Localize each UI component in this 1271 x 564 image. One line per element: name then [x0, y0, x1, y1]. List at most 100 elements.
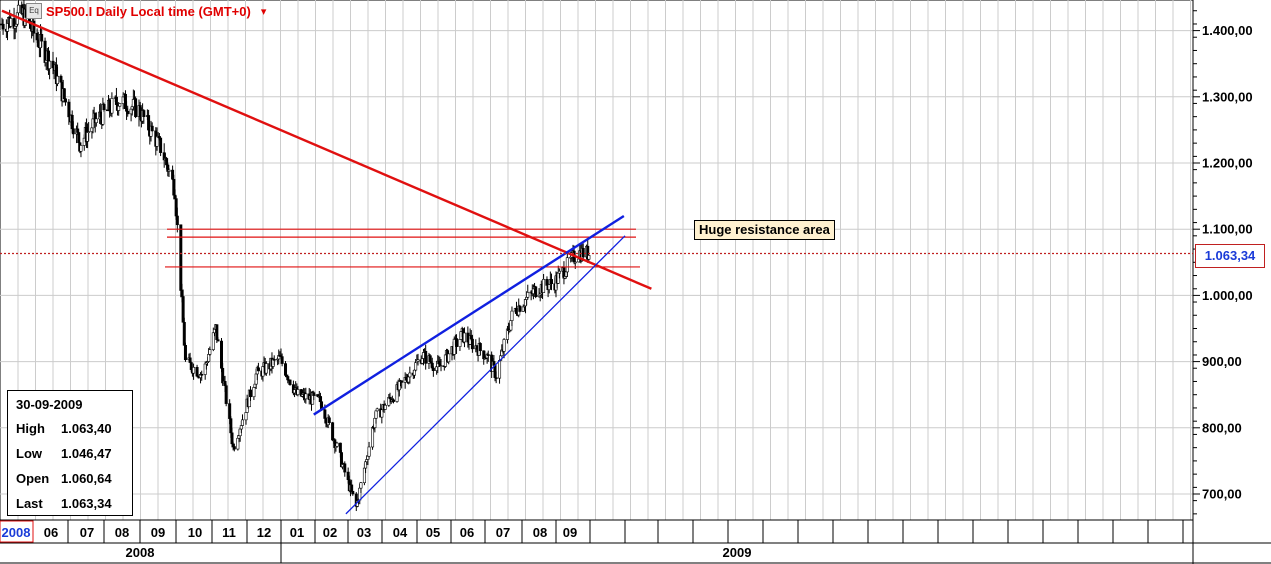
candle	[494, 371, 498, 384]
candle-body	[126, 110, 130, 115]
x-first-cell	[0, 520, 34, 543]
candle-body	[296, 389, 300, 395]
y-axis: 700,00 800,00 900,00 1.000,00 1.100,00 1.200,…	[1192, 0, 1253, 564]
y-tick-label: 1.400,00	[1202, 23, 1253, 38]
candle-body	[40, 34, 44, 42]
candle-body	[350, 484, 354, 492]
y-tick-label: 1.200,00	[1202, 156, 1253, 171]
candle-body	[455, 338, 459, 347]
plot-area	[0, 0, 1194, 521]
candle-body	[573, 261, 577, 264]
candle	[63, 98, 67, 106]
candle-body	[439, 365, 443, 367]
candle	[526, 284, 530, 300]
y-tick-label: 800,00	[1202, 420, 1242, 435]
candle-body	[447, 353, 451, 363]
candle-body	[331, 422, 335, 441]
candle-body	[249, 389, 253, 398]
x-month-label: 09	[563, 525, 577, 540]
candle-body	[241, 419, 245, 426]
candle	[94, 112, 98, 127]
chart-header: Eq SP500.I Daily Local time (GMT+0) ▾	[26, 3, 266, 19]
candle	[439, 359, 443, 372]
candle-body	[367, 446, 371, 457]
candle-body	[134, 98, 138, 118]
candle	[79, 145, 83, 158]
candle	[587, 255, 591, 261]
candle-body	[391, 399, 395, 402]
x-month-label: 12	[257, 525, 271, 540]
candle-body	[94, 118, 98, 124]
candle	[400, 380, 404, 389]
trendline-long-term-resistance	[1, 9, 652, 290]
candle	[581, 243, 585, 260]
candle	[126, 105, 130, 117]
candle-body	[182, 321, 186, 346]
candle	[542, 273, 546, 293]
candle-body	[494, 377, 498, 379]
candle-body	[56, 75, 60, 85]
x-month-label: 01	[290, 525, 304, 540]
x-month-label: 06	[44, 525, 58, 540]
candle	[288, 379, 292, 386]
candle	[304, 387, 308, 404]
x-year-label: 2008	[126, 545, 155, 560]
candle	[367, 441, 371, 459]
candle-body	[175, 215, 179, 226]
info-label-open: Open	[16, 471, 50, 486]
candle	[32, 16, 36, 43]
chart-title[interactable]: SP500.I Daily Local time (GMT+0)	[46, 3, 251, 19]
candle	[431, 366, 435, 377]
candle	[142, 109, 146, 124]
candle-body	[48, 60, 52, 69]
candle	[264, 361, 268, 376]
candle	[534, 285, 538, 299]
trendline-rising-channel-top	[313, 214, 625, 416]
info-date: 30-09-2009	[16, 397, 83, 412]
info-label-low: Low	[16, 446, 42, 461]
candle-body	[159, 137, 163, 153]
candle	[87, 122, 91, 142]
candle-body	[498, 360, 502, 379]
candle	[48, 60, 52, 80]
candle	[56, 67, 60, 87]
eq-chart-icon[interactable]: Eq	[26, 3, 42, 19]
candle-body	[195, 367, 199, 377]
info-value-high: 1.063,40	[61, 421, 112, 436]
candle-body	[280, 356, 284, 364]
candle-body	[335, 442, 339, 447]
candle-body	[312, 392, 316, 396]
candle-body	[62, 88, 66, 100]
candle-body	[142, 110, 146, 117]
grid	[0, 0, 1193, 520]
candle-body	[32, 20, 36, 34]
candle-body	[518, 305, 522, 312]
y-tick-label: 1.100,00	[1202, 222, 1253, 237]
candle	[502, 338, 506, 359]
chevron-down-icon[interactable]: ▾	[260, 5, 267, 18]
x-month-label: 11	[222, 525, 236, 540]
candle	[470, 334, 474, 353]
candle	[40, 27, 44, 48]
candle-body	[542, 279, 546, 293]
candle-body	[549, 279, 553, 285]
resistance-annotation[interactable]: Huge resistance area	[694, 220, 835, 240]
candle	[565, 252, 569, 278]
candle-body	[272, 359, 276, 361]
candle-body	[565, 257, 569, 273]
candle	[102, 102, 106, 112]
candle	[375, 407, 379, 412]
candle-body	[343, 463, 347, 473]
candle-body	[16, 4, 20, 14]
candle-body	[408, 372, 412, 378]
candle	[549, 273, 553, 291]
candle	[118, 103, 122, 107]
candle-body	[288, 379, 292, 385]
candle	[455, 334, 459, 354]
candle	[1, 19, 5, 35]
candle-body	[431, 367, 435, 371]
x-month-label: 03	[357, 525, 371, 540]
candle-body	[102, 104, 106, 111]
candle-body	[200, 374, 204, 376]
